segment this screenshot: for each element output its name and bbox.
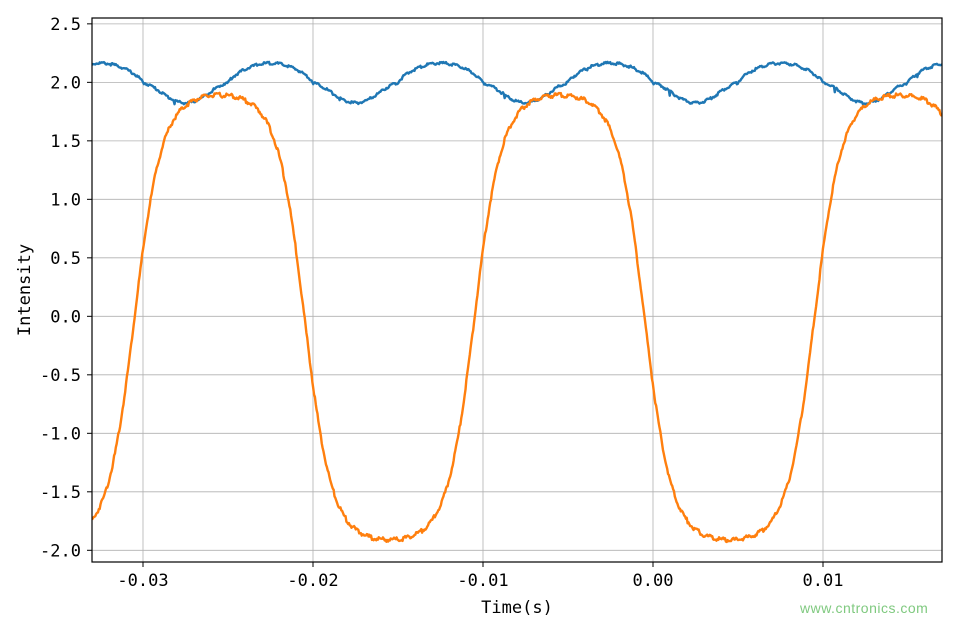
xtick-label: -0.03 [117,571,168,591]
xtick-label: 0.00 [633,571,674,591]
line-chart: -0.03 -0.02 -0.01 0.00 0.01 -2.0 -1.5 -1.0 -0.5 0… [0,0,963,622]
xtick-label: 0.01 [803,571,844,591]
ytick-label: 1.0 [50,190,81,210]
ytick-label: -1.0 [40,424,81,444]
x-axis-label: Time(s) [481,598,553,618]
ytick-label: -1.5 [40,483,81,503]
ytick-label: 0.5 [50,249,81,269]
xtick-label: -0.02 [287,571,338,591]
ytick-label: -2.0 [40,541,81,561]
ytick-label: 2.5 [50,15,81,35]
watermark-text: www.cntronics.com [800,600,928,616]
y-axis-label: Intensity [15,244,35,336]
ytick-label: -0.5 [40,366,81,386]
ytick-label: 2.0 [50,73,81,93]
chart-container: -0.03 -0.02 -0.01 0.00 0.01 -2.0 -1.5 -1.0 -0.5 0… [0,0,963,622]
xtick-label: -0.01 [457,571,508,591]
ytick-label: 1.5 [50,132,81,152]
ytick-label: 0.0 [50,307,81,327]
